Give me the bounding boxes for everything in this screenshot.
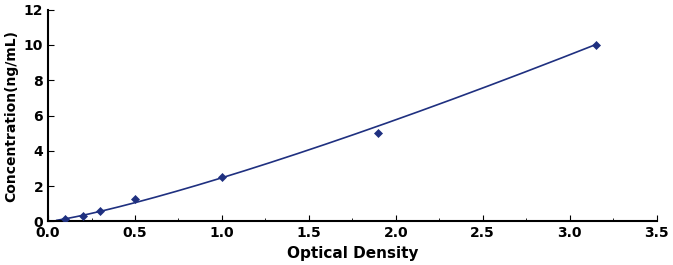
X-axis label: Optical Density: Optical Density [287,246,418,261]
Y-axis label: Concentration(ng/mL): Concentration(ng/mL) [4,29,18,202]
